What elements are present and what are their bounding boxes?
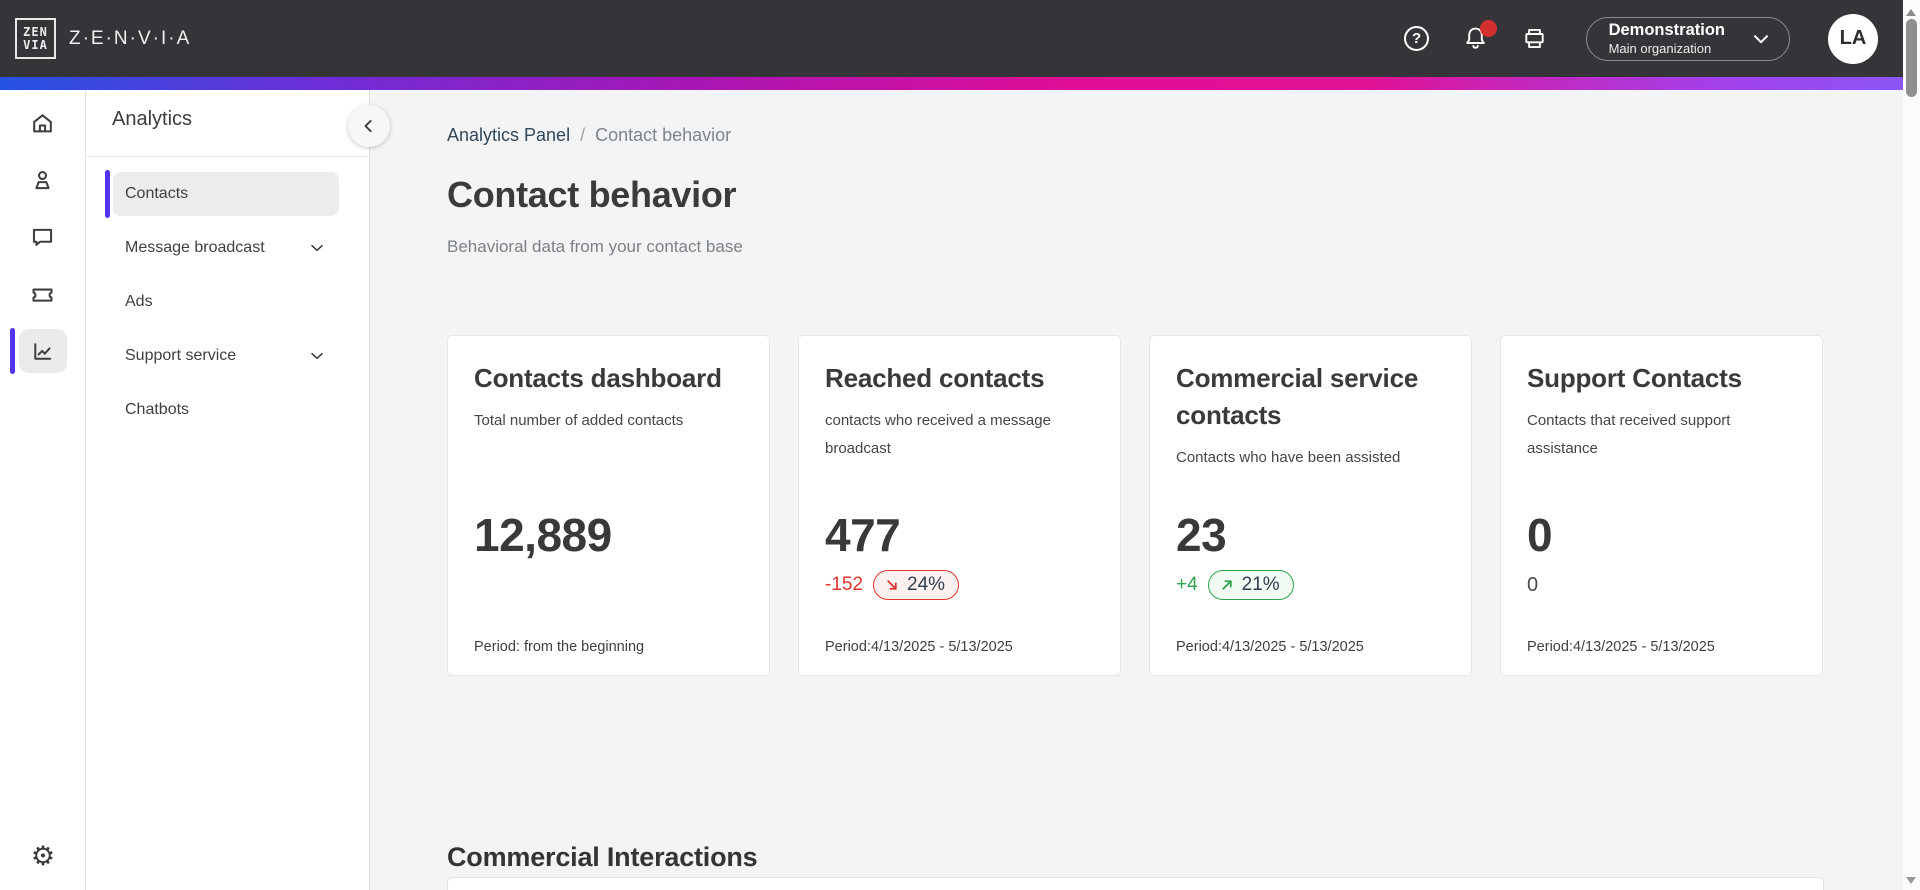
logo-text-bottom: VIA	[23, 37, 48, 52]
card-delta-row: -152 24%	[825, 570, 960, 600]
topbar-actions: ? Demonstration Main organization	[1372, 13, 1878, 64]
breadcrumb: Analytics Panel / Contact behavior	[447, 125, 731, 146]
organization-subtitle: Main organization	[1608, 40, 1712, 56]
sidebar-divider	[86, 156, 369, 157]
notification-badge	[1479, 19, 1497, 37]
delta-percent: 21%	[1241, 574, 1280, 595]
brand-wordmark: Z·E·N·V·I·A	[69, 27, 192, 49]
chevron-down-icon	[307, 346, 327, 366]
chevron-left-icon	[364, 119, 372, 133]
card-value: 0	[1527, 509, 1553, 561]
page-scrollbar[interactable]	[1903, 0, 1920, 890]
delta-value: +4	[1176, 574, 1198, 595]
chat-bubble-icon	[32, 228, 53, 246]
active-item-indicator	[105, 170, 110, 218]
page-title: Contact behavior	[447, 174, 737, 215]
sidebar-title: Analytics	[112, 108, 193, 130]
organization-text: Demonstration Main organization	[1609, 21, 1725, 56]
zenvia-logo-icon: ZEN VIA	[15, 18, 56, 59]
bell-icon	[1466, 27, 1485, 49]
chevron-down-icon	[1749, 27, 1773, 51]
rail-item-contacts[interactable]	[19, 158, 67, 202]
page-subtitle: Behavioral data from your contact base	[447, 237, 743, 256]
ticket-icon	[32, 288, 53, 302]
commercial-interactions-card	[447, 877, 1824, 890]
sidebar-item-label: Contacts	[125, 185, 189, 202]
brand-gradient-bar	[0, 77, 1903, 90]
sidebar-item-label: Message broadcast	[125, 239, 265, 256]
breadcrumb-current: Contact behavior	[595, 125, 732, 145]
rail-item-analytics[interactable]	[9, 328, 67, 374]
home-icon	[33, 113, 52, 132]
breadcrumb-analytics-panel[interactable]: Analytics Panel	[447, 125, 571, 145]
settings-gear-icon[interactable]: ⚙	[30, 841, 56, 871]
card-contacts-dashboard: Contacts dashboard Total number of added…	[447, 335, 770, 676]
trend-up-arrow-icon	[1219, 577, 1235, 593]
active-rail-indicator	[9, 328, 15, 374]
contacts-icon	[35, 170, 50, 189]
card-value: 23	[1176, 509, 1227, 561]
chevron-down-icon	[307, 238, 327, 258]
scrollbar-up-arrow[interactable]	[1906, 9, 1916, 16]
icon-rail: ⚙	[0, 90, 86, 890]
card-period: Period: from the beginning	[474, 639, 645, 655]
sidebar-item-contacts[interactable]: Contacts	[105, 170, 339, 218]
delta-value: 0	[1527, 574, 1539, 596]
card-title: Contacts dashboard	[474, 363, 722, 393]
card-commercial-service-contacts: Commercial service contacts Contacts who…	[1149, 335, 1472, 676]
sidebar-item-message-broadcast[interactable]: Message broadcast	[113, 226, 339, 270]
help-button[interactable]: ?	[1403, 25, 1431, 53]
card-title: Support Contacts	[1527, 363, 1742, 393]
sidebar-collapse-button[interactable]	[348, 105, 390, 147]
kpi-cards-row: Contacts dashboard Total number of added…	[447, 335, 1823, 676]
sidebar-item-ads[interactable]: Ads	[113, 280, 339, 324]
printer-icon	[1525, 28, 1544, 49]
card-period: Period:4/13/2025 - 5/13/2025	[1176, 639, 1364, 655]
user-avatar[interactable]: LA	[1828, 13, 1878, 64]
main-content: Analytics Panel / Contact behavior Contact…	[370, 90, 1903, 890]
card-value: 12,889	[474, 509, 612, 561]
card-period: Period:4/13/2025 - 5/13/2025	[1527, 639, 1715, 655]
logo-text-top: ZEN	[23, 24, 48, 39]
trend-pill-positive: 21%	[1207, 570, 1294, 600]
delta-value: -152	[825, 574, 864, 595]
scrollbar-down-arrow[interactable]	[1906, 877, 1916, 884]
sidebar-item-chatbots[interactable]: Chatbots	[113, 388, 339, 432]
top-bar: ZEN VIA Z·E·N·V·I·A ? Demonstration Main…	[0, 0, 1903, 77]
card-title: Reached contacts	[825, 363, 1045, 393]
sidebar-item-label: Ads	[125, 293, 153, 310]
help-icon: ?	[1404, 26, 1430, 51]
sidebar-menu: Contacts Message broadcast Ads Support s…	[86, 170, 369, 442]
rail-item-conversations[interactable]	[19, 215, 67, 259]
card-title: Commercial service contacts	[1176, 363, 1419, 430]
card-support-contacts: Support Contacts Contacts that received …	[1500, 335, 1823, 676]
sidebar-item-label: Support service	[125, 347, 237, 364]
trend-down-arrow-icon	[884, 577, 900, 593]
organization-name: Demonstration	[1608, 20, 1725, 39]
card-description: Total number of added contacts	[474, 412, 684, 429]
card-description: Contacts that received support assistanc…	[1527, 412, 1731, 457]
organization-selector[interactable]: Demonstration Main organization	[1585, 16, 1790, 61]
notifications-button[interactable]	[1462, 19, 1497, 53]
card-description: contacts who received a message broadcas…	[825, 412, 1051, 457]
breadcrumb-separator: /	[580, 125, 586, 145]
card-description: Contacts who have been assisted	[1176, 449, 1401, 466]
print-button[interactable]	[1521, 25, 1549, 53]
card-value: 477	[825, 509, 901, 561]
sidebar-item-label: Chatbots	[125, 401, 190, 418]
card-reached-contacts: Reached contacts contacts who received a…	[798, 335, 1121, 676]
analytics-chart-icon	[34, 342, 52, 360]
card-period: Period:4/13/2025 - 5/13/2025	[825, 639, 1013, 655]
rail-item-home[interactable]	[19, 101, 67, 145]
section-title-commercial-interactions: Commercial Interactions	[447, 842, 758, 872]
trend-pill-negative: 24%	[873, 570, 960, 600]
delta-percent: 24%	[907, 574, 946, 595]
scrollbar-thumb[interactable]	[1906, 19, 1917, 97]
rail-item-tickets[interactable]	[19, 272, 67, 316]
sidebar-item-support-service[interactable]: Support service	[113, 334, 339, 378]
analytics-sidebar: Analytics Contacts Message broadcast Ads…	[86, 90, 390, 890]
card-delta-row: +4 21%	[1176, 570, 1294, 600]
